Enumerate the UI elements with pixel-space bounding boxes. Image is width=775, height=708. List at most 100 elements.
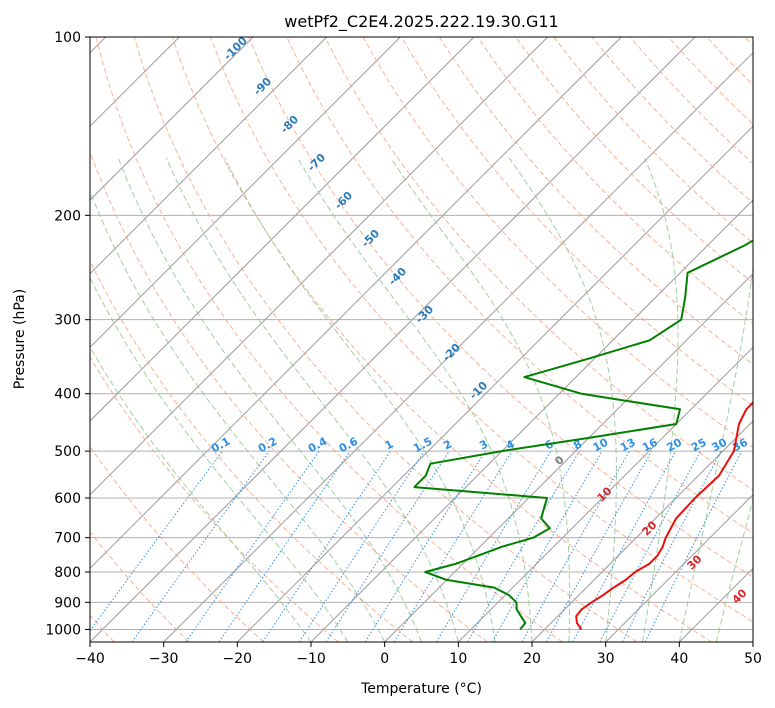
isotherm-line xyxy=(384,272,753,642)
moist-adiabat-line xyxy=(642,157,679,642)
dry-adiabat-line xyxy=(668,37,753,125)
moist-adiabat-line xyxy=(165,157,459,642)
dry-adiabat-label: -30 xyxy=(413,303,436,326)
dry-adiabat-label: -50 xyxy=(359,227,382,250)
dry-adiabat-line xyxy=(90,259,414,642)
y-tick-label: 500 xyxy=(54,444,81,460)
x-tick-label: −40 xyxy=(75,651,105,667)
dry-adiabat-line xyxy=(210,37,753,623)
mixing-ratio-label: 0.6 xyxy=(337,435,361,456)
dry-adiabat-label: -60 xyxy=(332,189,355,212)
isotherm-line xyxy=(90,37,401,349)
y-tick-label: 400 xyxy=(54,387,81,403)
mixing-ratio-line xyxy=(621,450,722,642)
mixing-ratio-label: 1.5 xyxy=(411,435,434,456)
mixing-ratio-label: 30 xyxy=(710,436,730,455)
dry-adiabat-label: 0 xyxy=(552,453,567,468)
dry-adiabat-line xyxy=(706,37,753,86)
x-tick-label: −10 xyxy=(296,651,326,667)
dry-adiabat-line xyxy=(171,37,712,642)
dry-adiabat-label: 30 xyxy=(685,552,705,572)
dry-adiabat-label: -100 xyxy=(221,34,250,63)
isotherm-line xyxy=(236,125,753,642)
mixing-ratio-label: 0.1 xyxy=(209,435,232,456)
dewpoint-profile-line xyxy=(413,239,753,631)
x-tick-label: −30 xyxy=(149,651,179,667)
dry-adiabat-label: -10 xyxy=(467,379,490,402)
x-tick-label: −20 xyxy=(223,651,253,667)
isotherm-line xyxy=(90,37,475,422)
dry-adiabat-label: -80 xyxy=(278,113,301,136)
mixing-ratio-label: 10 xyxy=(591,436,611,455)
mixing-ratio-line xyxy=(521,450,630,642)
dry-adiabat-line xyxy=(95,37,563,642)
isotherm-line xyxy=(531,420,753,642)
isotherm-line xyxy=(678,567,753,642)
isotherm-line xyxy=(310,199,753,642)
dry-adiabat-label: -40 xyxy=(386,265,409,288)
isotherm-line xyxy=(90,37,254,201)
mixing-ratio-line xyxy=(545,450,653,642)
temperature-profile-line xyxy=(575,401,753,630)
y-tick-label: 600 xyxy=(54,491,81,507)
dry-adiabat-line xyxy=(90,531,190,642)
mixing-ratio-line xyxy=(218,450,351,642)
dry-adiabat-line xyxy=(133,37,638,642)
dry-adiabat-label: -90 xyxy=(251,75,274,98)
mixing-ratio-label: 13 xyxy=(618,436,638,455)
dry-adiabat-line xyxy=(438,37,753,366)
mixing-ratio-label: 20 xyxy=(664,436,684,455)
isotherm-line xyxy=(90,37,696,642)
mixing-ratio-line xyxy=(364,450,486,642)
mixing-ratio-label: 2 xyxy=(441,437,454,452)
isotherm-line xyxy=(90,37,622,570)
x-axis-label: Temperature (°C) xyxy=(360,681,482,697)
mixing-ratio-line xyxy=(298,450,425,642)
mixing-ratio-line xyxy=(467,450,580,642)
mixing-ratio-line xyxy=(131,450,270,642)
moist-adiabat-line xyxy=(224,157,496,642)
x-tick-label: 40 xyxy=(670,651,688,667)
dry-adiabat-line xyxy=(90,445,264,642)
moist-adiabat-line xyxy=(390,157,571,642)
moist-adiabat-line xyxy=(508,157,617,642)
dry-adiabat-line xyxy=(324,37,753,491)
moist-adiabat-line xyxy=(90,276,349,642)
moist-adiabat-line xyxy=(715,497,753,642)
mixing-ratio-line xyxy=(90,450,223,632)
mixing-ratio-label: 0.4 xyxy=(306,435,330,456)
isotherm-line xyxy=(163,51,753,642)
moist-adiabat-line xyxy=(90,189,386,642)
dry-adiabat-line xyxy=(248,37,753,578)
mixing-ratio-line xyxy=(572,450,677,642)
moist-adiabat-line xyxy=(117,157,422,642)
dry-adiabat-line xyxy=(90,150,488,642)
chart-title: wetPf2_C2E4.2025.222.19.30.G11 xyxy=(284,12,558,32)
dry-adiabat-label: 20 xyxy=(640,518,660,538)
moist-adiabat-line xyxy=(297,157,533,642)
y-tick-label: 700 xyxy=(54,531,81,547)
y-tick-label: 900 xyxy=(54,595,81,611)
mixing-ratio-label: 25 xyxy=(689,436,709,455)
mixing-ratio-line xyxy=(435,450,552,642)
dry-adiabat-line xyxy=(744,37,753,47)
y-axis-label: Pressure (hPa) xyxy=(12,289,28,389)
x-tick-label: 0 xyxy=(380,651,389,667)
dry-adiabat-label: -20 xyxy=(440,341,463,364)
dry-adiabat-line xyxy=(591,37,753,204)
isotherm-line xyxy=(457,346,753,642)
isotherm-line xyxy=(90,37,549,496)
dry-adiabat-line xyxy=(90,356,339,642)
mixing-ratio-line xyxy=(325,450,450,642)
x-tick-label: 10 xyxy=(449,651,467,667)
mixing-ratio-line xyxy=(393,450,513,642)
dry-adiabat-line xyxy=(515,37,753,284)
mixing-ratio-line xyxy=(262,450,392,642)
isotherm-line xyxy=(605,493,753,642)
isotherm-line xyxy=(752,641,753,642)
plot-frame xyxy=(89,36,754,643)
mixing-ratio-line xyxy=(599,450,701,642)
moist-adiabat-line xyxy=(678,264,753,642)
x-tick-label: 30 xyxy=(597,651,615,667)
